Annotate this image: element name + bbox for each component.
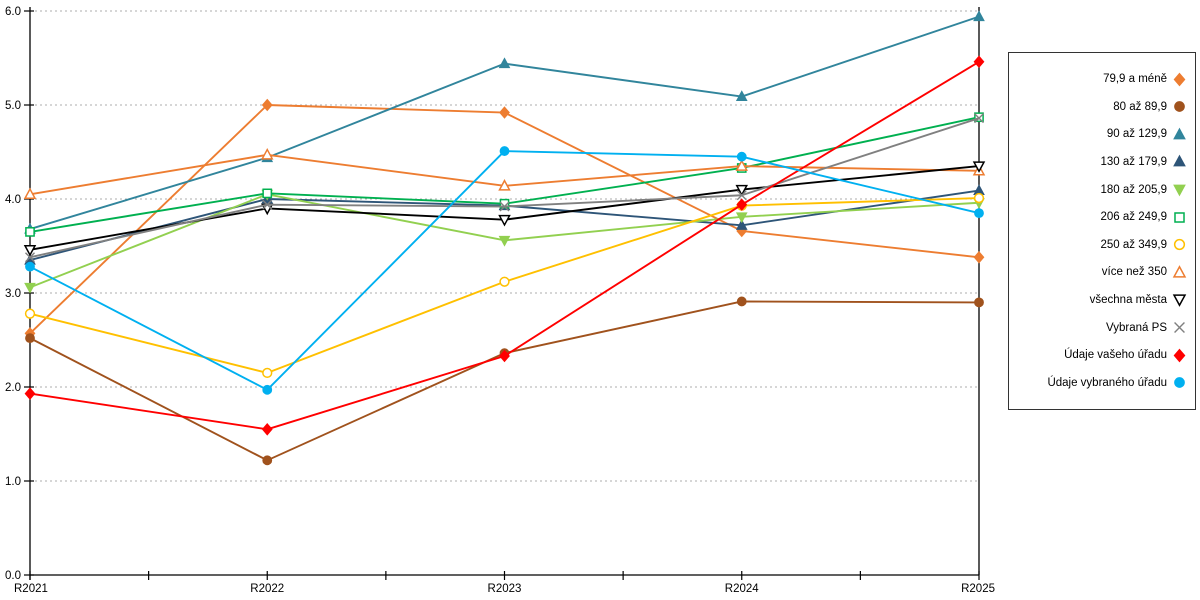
y-tick-label: 3.0 (5, 288, 21, 300)
data-point-marker (974, 113, 984, 124)
data-point-marker (972, 161, 986, 173)
data-point-marker (499, 146, 510, 156)
data-point-marker (735, 159, 749, 171)
data-point-marker (498, 214, 511, 227)
legend-item-label: všechna města (1089, 293, 1167, 306)
legend-marker-icon (1174, 211, 1185, 223)
legend-item: 180 až 205,9 (1100, 182, 1187, 197)
legend-item: Údaje vybraného úřadu (1047, 375, 1187, 390)
data-point-marker (735, 90, 748, 102)
chart-legend: 79,9 a méně 80 až 89,9 90 až 129,9 130 až 1… (1008, 52, 1196, 410)
data-point-marker (498, 179, 511, 191)
data-point-marker (25, 227, 35, 237)
legend-marker-icon (1172, 265, 1187, 278)
data-point-marker (262, 188, 273, 199)
data-point-marker (261, 98, 273, 112)
legend-marker-icon (1173, 127, 1186, 140)
legend-item: 80 až 89,9 (1113, 99, 1187, 114)
data-point-marker (261, 423, 273, 436)
legend-marker-icon (1173, 155, 1186, 167)
y-tick-label: 5.0 (5, 100, 21, 112)
data-point-marker (499, 198, 510, 209)
data-point-marker (25, 333, 35, 344)
x-tick-label: R2024 (725, 583, 759, 595)
legend-item: Vybraná PS (1106, 320, 1187, 335)
x-tick-label: R2023 (488, 583, 522, 595)
x-tick-label: R2025 (961, 583, 995, 595)
data-point-marker (23, 187, 37, 200)
data-point-marker (262, 199, 273, 210)
legend-item: Údaje vašeho úřadu (1064, 348, 1187, 363)
legend-item-label: 80 až 89,9 (1113, 100, 1167, 113)
legend-marker-icon (1174, 377, 1185, 389)
data-point-marker (25, 261, 35, 272)
y-tick-label: 4.0 (5, 194, 21, 206)
data-point-marker (498, 235, 511, 247)
data-point-marker (973, 55, 985, 69)
data-point-marker (499, 349, 510, 363)
legend-item-label: 180 až 205,9 (1100, 183, 1167, 196)
legend-marker-icon (1173, 72, 1186, 86)
series-line (29, 116, 980, 233)
x-tick-label: R2021 (14, 583, 48, 595)
legend-marker-icon (1173, 239, 1186, 251)
data-point-marker (24, 387, 36, 400)
data-point-marker (25, 252, 35, 263)
line-chart-plot-area: 0.0 1.0 2.0 3.0 4.0 5.0 6.0 R2021 R2022 R2023 R202… (5, 6, 995, 595)
data-point-marker (735, 184, 749, 197)
data-point-marker (974, 208, 984, 219)
legend-item-label: 250 až 349,9 (1100, 238, 1167, 251)
legend-marker-icon (1174, 322, 1185, 334)
legend-item: 130 až 179,9 (1100, 154, 1187, 169)
legend-item-label: více než 350 (1101, 266, 1167, 279)
data-point-marker (499, 276, 510, 287)
data-point-marker (735, 219, 748, 230)
legend-item: 79,9 a méně (1103, 72, 1187, 87)
data-point-marker (973, 10, 985, 22)
data-point-marker (499, 201, 510, 212)
y-tick-label: 6.0 (5, 6, 21, 18)
legend-item: více než 350 (1102, 265, 1187, 280)
data-point-marker (262, 384, 273, 395)
data-point-marker (498, 57, 511, 69)
data-point-marker (974, 297, 984, 308)
data-point-marker (736, 296, 747, 307)
legend-marker-icon (1173, 184, 1186, 197)
data-point-marker (262, 455, 273, 466)
data-point-marker (973, 251, 985, 264)
series-line (29, 300, 980, 462)
legend-item: 90 až 129,9 (1107, 127, 1187, 142)
legend-item-label: 79,9 a méně (1103, 73, 1167, 86)
y-tick-label: 2.0 (5, 382, 21, 394)
data-point-marker (24, 308, 36, 319)
legend-item-label: Vybraná PS (1106, 321, 1167, 334)
y-tick-label: 0.0 (5, 570, 21, 582)
legend-item: 250 až 349,9 (1100, 237, 1187, 252)
legend-item-label: 206 až 249,9 (1100, 211, 1167, 224)
legend-item-label: 130 až 179,9 (1100, 155, 1167, 168)
legend-item-label: 90 až 129,9 (1106, 128, 1167, 141)
legend-item-label: Údaje vašeho úřadu (1064, 349, 1167, 362)
data-point-marker (262, 367, 273, 379)
data-point-marker (499, 106, 510, 119)
data-point-marker (736, 190, 747, 201)
legend-marker-icon (1174, 101, 1185, 113)
legend-item: všechna města (1089, 292, 1187, 308)
data-point-marker (24, 282, 36, 294)
y-tick-label: 1.0 (5, 476, 21, 488)
data-point-marker (973, 192, 985, 204)
x-tick-label: R2022 (250, 583, 284, 595)
legend-marker-icon (1173, 348, 1186, 363)
data-point-marker (736, 198, 748, 211)
data-point-marker (260, 147, 274, 160)
legend-marker-icon (1172, 294, 1187, 308)
data-point-marker (735, 212, 748, 224)
data-point-marker (23, 245, 37, 257)
legend-item: 206 až 249,9 (1100, 210, 1187, 225)
legend-item-label: Údaje vybraného úřadu (1047, 376, 1167, 389)
data-point-marker (736, 151, 747, 162)
